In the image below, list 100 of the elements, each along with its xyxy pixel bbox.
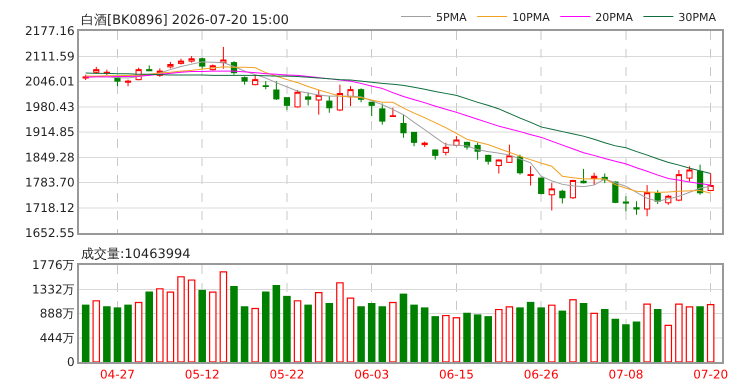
x-tick-label: 06-03 xyxy=(354,367,390,382)
bar xyxy=(124,304,132,362)
bar xyxy=(410,304,418,362)
candlestick xyxy=(273,80,280,100)
bar xyxy=(326,302,334,362)
bar xyxy=(166,291,174,362)
candlestick xyxy=(305,92,312,106)
candlestick xyxy=(485,154,492,166)
bar xyxy=(230,286,238,362)
candlestick xyxy=(124,79,132,87)
candlestick xyxy=(422,141,428,148)
candlestick xyxy=(612,180,618,204)
y-tick-label: 2046.01 xyxy=(24,74,75,89)
bar xyxy=(516,307,524,362)
candlestick xyxy=(442,142,449,156)
x-tick-label: 06-15 xyxy=(438,367,474,382)
candlestick xyxy=(93,66,100,74)
legend-label: 30PMA xyxy=(678,10,716,24)
bar xyxy=(431,316,440,362)
y-tick-label: 1849.28 xyxy=(24,150,75,164)
candlestick xyxy=(506,144,512,164)
bar xyxy=(506,306,514,362)
candlestick xyxy=(284,97,290,110)
candlestick xyxy=(336,84,343,112)
y-tick-label: 1332万 xyxy=(32,282,75,296)
x-tick-label: 07-20 xyxy=(693,367,728,382)
candlestick xyxy=(686,166,693,182)
bar xyxy=(548,304,556,362)
bar xyxy=(82,304,90,362)
bar xyxy=(664,324,672,362)
bar xyxy=(198,290,206,362)
candlestick xyxy=(708,173,714,192)
bar xyxy=(558,310,566,362)
bar xyxy=(134,302,142,362)
bar xyxy=(654,308,662,362)
bar xyxy=(632,322,640,362)
y-tick-label: 2111.59 xyxy=(24,49,75,64)
candlestick xyxy=(654,190,661,204)
candlestick xyxy=(379,102,386,126)
bar xyxy=(272,284,280,362)
bar xyxy=(220,271,228,362)
bar xyxy=(114,307,122,362)
candlestick xyxy=(146,64,152,72)
x-tick-label: 04-27 xyxy=(100,367,135,382)
y-tick-label: 1652.55 xyxy=(24,226,75,240)
bar xyxy=(145,291,154,362)
legend-label: 5PMA xyxy=(436,10,468,24)
bar xyxy=(378,306,386,362)
y-tick-label: 1776万 xyxy=(32,258,75,272)
bar xyxy=(92,300,100,362)
y-tick-label: 444万 xyxy=(40,330,75,345)
bar xyxy=(580,302,588,362)
bar xyxy=(696,306,704,362)
x-tick-label: 06-26 xyxy=(524,367,559,382)
candlestick xyxy=(622,196,630,212)
bar xyxy=(251,308,259,362)
bar xyxy=(463,312,471,362)
candlestick xyxy=(559,189,566,204)
bar xyxy=(495,308,503,362)
x-tick-label: 05-22 xyxy=(270,367,304,382)
bar xyxy=(156,288,164,362)
candlestick xyxy=(294,89,301,108)
candlestick xyxy=(432,148,438,160)
candlestick xyxy=(252,74,258,86)
y-tick-label: 1718.12 xyxy=(24,200,75,215)
bar xyxy=(357,306,365,362)
chart-title: 成交量:10463994 xyxy=(81,246,191,262)
candlestick xyxy=(178,58,184,66)
bar xyxy=(188,279,196,362)
candlestick xyxy=(368,102,375,117)
bar xyxy=(590,312,598,362)
candlestick xyxy=(633,200,640,216)
bar xyxy=(209,291,217,362)
bar xyxy=(400,294,408,362)
bar xyxy=(314,292,322,362)
bar xyxy=(474,314,482,362)
y-tick-label: 1783.70 xyxy=(24,176,75,190)
x-tick-label: 07-08 xyxy=(608,367,644,382)
candlestick xyxy=(580,168,587,184)
bar xyxy=(600,308,609,362)
bar xyxy=(526,302,534,362)
candlestick xyxy=(390,107,396,118)
bar xyxy=(262,291,270,362)
bar xyxy=(420,307,428,362)
candlestick xyxy=(538,176,544,195)
y-tick-label: 888万 xyxy=(40,306,75,321)
bar xyxy=(484,316,492,362)
candlestick xyxy=(570,179,576,200)
x-tick-label: 05-12 xyxy=(184,367,220,382)
y-tick-label: 2177.16 xyxy=(24,24,75,38)
candlestick xyxy=(316,89,322,116)
candlestick xyxy=(167,61,174,69)
bar xyxy=(643,304,651,362)
bar xyxy=(452,317,460,362)
candlestick xyxy=(496,158,502,174)
candlestick xyxy=(644,184,650,217)
bar xyxy=(706,304,714,362)
candlestick xyxy=(262,80,269,90)
bar xyxy=(177,276,185,362)
bar xyxy=(537,307,545,362)
